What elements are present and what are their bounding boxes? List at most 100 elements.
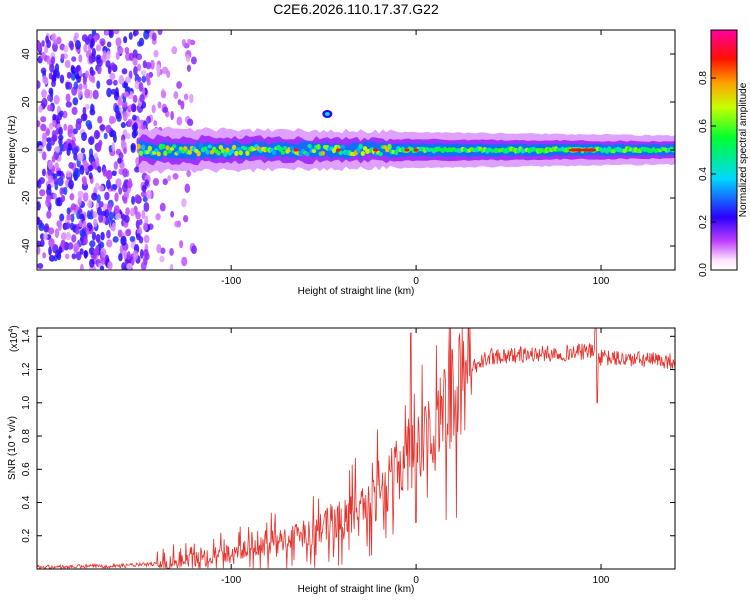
heatmap-cell: [166, 70, 171, 78]
spectrogram-x-axis: -100 0 100: [221, 30, 610, 287]
heatmap-cell: [88, 54, 95, 64]
heatmap-cell: [74, 39, 81, 50]
heatmap-cell: [93, 248, 99, 256]
heatmap-cell: [156, 243, 162, 254]
heatmap-cell: [47, 160, 54, 170]
spectrogram-y-axis: -40 -20 0 20 40: [21, 48, 675, 253]
heatmap-cell: [131, 103, 137, 113]
heatmap-cell: [38, 222, 45, 232]
heatmap-cell: [45, 128, 50, 136]
heatmap-cell: [146, 78, 151, 86]
heatmap-cell: [98, 241, 105, 249]
heatmap-cell: [110, 62, 116, 70]
heatmap-cell: [79, 263, 84, 270]
colorbar-tick-label: 0.8: [698, 71, 709, 85]
heatmap-cell: [81, 34, 88, 42]
heatmap-cell: [117, 229, 123, 238]
heatmap-cell: [125, 228, 132, 237]
heatmap-cell: [107, 202, 113, 212]
heatmap-cell: [111, 170, 117, 177]
heatmap-cell: [83, 249, 88, 259]
heatmap-cell: [574, 148, 584, 152]
colorbar-tick-label: 0.0: [698, 263, 709, 277]
heatmap-cell: [145, 61, 152, 70]
snr-xlabel: Height of straight line (km): [298, 584, 415, 595]
heatmap-cell: [77, 197, 82, 206]
spectrogram-ytick-label: -20: [21, 190, 32, 205]
heatmap-cell: [104, 191, 110, 201]
heatmap-cell: [196, 150, 201, 157]
heatmap-cell: [48, 175, 54, 183]
heatmap-cell: [358, 143, 363, 150]
heatmap-cell: [356, 147, 361, 154]
heatmap-cell: [69, 193, 75, 201]
heatmap-cell: [156, 64, 161, 74]
heatmap-cell: [40, 51, 46, 60]
heatmap-cell: [68, 161, 74, 169]
heatmap-cell: [130, 207, 136, 217]
heatmap-cell: [88, 164, 94, 172]
heatmap-cell: [71, 56, 77, 62]
heatmap-cell: [45, 198, 51, 208]
heatmap-cell: [65, 101, 72, 108]
heatmap-cell: [53, 94, 60, 105]
heatmap-cell: [54, 228, 60, 239]
heatmap-cell: [73, 246, 78, 254]
heatmap-cell: [110, 88, 117, 95]
heatmap-cell: [245, 150, 250, 156]
heatmap-cell: [143, 234, 150, 244]
heatmap-cell: [62, 110, 68, 119]
heatmap-cell: [46, 94, 51, 102]
heatmap-cell: [117, 96, 122, 107]
heatmap-cell: [65, 170, 72, 178]
heatmap-cell: [68, 40, 74, 49]
heatmap-cell: [135, 211, 141, 220]
heatmap-cell: [155, 213, 161, 221]
heatmap-cell: [189, 93, 194, 104]
heatmap-cell: [172, 144, 177, 149]
heatmap-cell: [75, 121, 82, 131]
heatmap-cell: [52, 119, 57, 128]
heatmap-cell: [293, 148, 299, 152]
heatmap-cell: [180, 100, 185, 110]
heatmap-cell: [387, 143, 392, 150]
heatmap-cell: [65, 231, 72, 241]
heatmap-cell: [121, 262, 126, 270]
heatmap-cell: [335, 148, 341, 152]
heatmap-cell: [176, 220, 182, 228]
spectrogram-xlabel: Height of straight line (km): [298, 286, 415, 297]
heatmap-cell: [97, 165, 102, 173]
heatmap-cell: [132, 57, 138, 66]
heatmap-cell: [167, 175, 171, 182]
heatmap-cell: [60, 232, 67, 241]
heatmap-cell: [143, 201, 150, 212]
heatmap-cell: [108, 211, 114, 221]
heatmap-cell: [65, 93, 71, 103]
heatmap-cell: [75, 65, 81, 72]
heatmap-cell: [42, 75, 47, 84]
heatmap-cell: [79, 165, 85, 175]
heatmap-cell: [125, 207, 130, 216]
heatmap-cell: [58, 246, 63, 254]
heatmap-cell: [161, 90, 167, 99]
snr-ytick-label: 1.2: [21, 362, 32, 376]
heatmap-cell: [70, 66, 77, 74]
heatmap-cell: [104, 30, 110, 36]
heatmap-cell: [100, 255, 106, 265]
heatmap-cell: [123, 250, 128, 260]
spectrogram-panel: -40 -20 0 20 40 -100 0 100 Frequency (Hz) Heig…: [7, 29, 676, 297]
heatmap-cell: [307, 143, 312, 149]
snr-x-axis: -100 0 100: [221, 328, 610, 586]
heatmap-cell: [126, 262, 133, 270]
heatmap-cell: [162, 178, 168, 186]
heatmap-cell: [191, 56, 197, 65]
heatmap-cell: [113, 205, 120, 215]
snr-y-axis: 0.2 0.4 0.6 0.8 1.0 1.2 1.4: [21, 329, 675, 543]
heatmap-cell: [118, 253, 123, 262]
heatmap-cell: [124, 47, 130, 54]
heatmap-cell: [134, 194, 141, 204]
snr-series-line: [36, 327, 675, 570]
heatmap-cell: [106, 79, 113, 86]
heatmap-cell: [123, 191, 129, 199]
heatmap-cell: [136, 54, 142, 61]
